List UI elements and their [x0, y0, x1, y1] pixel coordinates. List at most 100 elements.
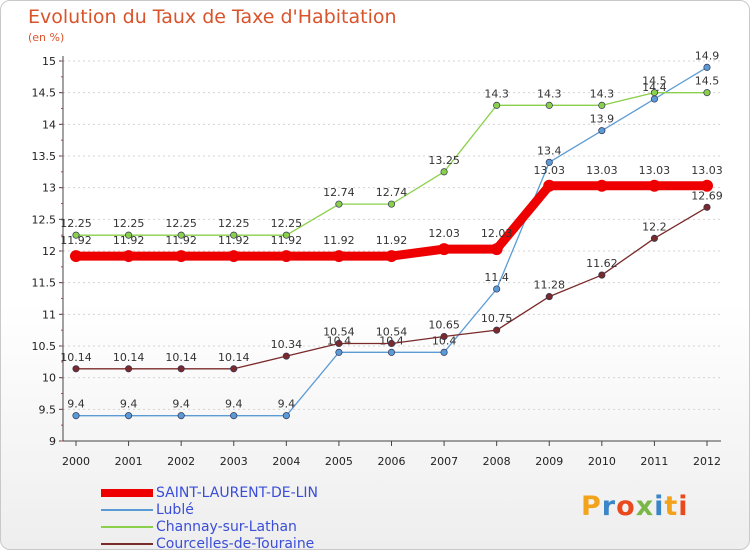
data-label: 10.14	[60, 351, 92, 364]
y-tick-label: 14	[42, 118, 56, 131]
y-tick-label: 9.5	[39, 403, 57, 416]
logo-letter: x	[635, 491, 655, 522]
data-point	[598, 127, 606, 135]
data-point	[125, 231, 133, 239]
logo-letter: P	[581, 491, 602, 522]
data-label: 13.9	[590, 113, 615, 126]
data-point	[177, 365, 185, 373]
y-tick-label: 11	[42, 308, 56, 321]
data-label: 12.25	[271, 217, 303, 230]
logo-letter: i	[678, 491, 689, 522]
data-point	[122, 250, 135, 263]
data-point	[440, 348, 448, 356]
x-tick-label: 2012	[693, 455, 721, 468]
data-point	[177, 412, 185, 420]
y-tick-label: 14.5	[32, 87, 57, 100]
data-label: 9.4	[225, 398, 243, 411]
data-label: 12.74	[376, 186, 408, 199]
data-label: 12.03	[428, 227, 460, 240]
data-label: 12.69	[691, 189, 723, 202]
x-tick-label: 2011	[640, 455, 668, 468]
x-tick-label: 2005	[325, 455, 353, 468]
data-point	[335, 200, 343, 208]
data-label: 12.25	[60, 217, 92, 230]
data-point	[177, 231, 185, 239]
data-point	[701, 179, 713, 192]
data-label: 11.92	[271, 234, 303, 247]
legend-label: Channay-sur-Lathan	[156, 519, 297, 535]
data-point	[230, 412, 238, 420]
legend-swatch	[101, 509, 153, 511]
x-tick-label: 2008	[483, 455, 511, 468]
data-label: 13.03	[534, 164, 566, 177]
x-tick-label: 2002	[167, 455, 195, 468]
y-tick-label: 13.5	[32, 150, 57, 163]
data-point	[282, 412, 290, 420]
data-label: 13.03	[691, 164, 723, 177]
data-point	[650, 95, 658, 103]
data-label: 14.4	[642, 81, 667, 94]
data-label: 9.4	[172, 398, 190, 411]
data-label: 10.34	[271, 338, 303, 351]
data-label: 12.2	[642, 220, 667, 233]
data-point	[493, 326, 501, 334]
data-point	[70, 250, 82, 263]
data-label: 14.5	[695, 75, 720, 88]
legend-label: SAINT-LAURENT-DE-LIN	[156, 485, 319, 501]
y-tick-label: 15	[42, 55, 56, 68]
data-point	[650, 89, 658, 97]
data-label: 10.14	[165, 351, 197, 364]
data-point	[282, 352, 290, 360]
legend-label: Lublé	[156, 502, 194, 518]
data-label: 11.92	[165, 234, 197, 247]
data-point	[493, 101, 501, 109]
data-label: 12.25	[218, 217, 250, 230]
data-label: 14.3	[590, 87, 615, 100]
x-tick-label: 2007	[430, 455, 458, 468]
data-point	[440, 168, 448, 176]
data-label: 9.4	[67, 398, 85, 411]
x-tick-label: 2006	[378, 455, 406, 468]
data-label: 13.03	[586, 164, 618, 177]
data-label: 13.4	[537, 144, 562, 157]
x-tick-label: 2000	[62, 455, 90, 468]
data-point	[230, 231, 238, 239]
data-point	[387, 348, 396, 356]
legend-swatch	[101, 543, 153, 545]
data-label: 13.03	[639, 164, 671, 177]
y-tick-label: 13	[42, 182, 56, 195]
data-label: 10.14	[113, 351, 145, 364]
x-tick-label: 2009	[535, 455, 563, 468]
y-tick-label: 12.5	[32, 213, 57, 226]
data-point	[280, 250, 293, 263]
y-tick-label: 10.5	[32, 340, 57, 353]
data-label: 12.25	[165, 217, 197, 230]
legend-swatch	[101, 489, 153, 497]
data-label: 14.3	[537, 87, 562, 100]
data-label: 11.92	[113, 234, 145, 247]
data-point	[125, 412, 133, 420]
data-label: 12.25	[113, 217, 145, 230]
data-label: 14.5	[642, 75, 667, 88]
data-point	[227, 250, 240, 263]
data-point	[440, 332, 448, 341]
data-label: 10.75	[481, 312, 513, 325]
data-point	[335, 348, 343, 356]
legend-label: Courcelles-de-Touraine	[156, 536, 315, 552]
data-point	[545, 101, 553, 109]
data-label: 14.3	[484, 87, 509, 100]
data-point	[72, 231, 80, 239]
data-point	[648, 179, 661, 192]
data-point	[545, 293, 553, 301]
data-point	[72, 412, 80, 420]
data-label: 9.4	[278, 398, 296, 411]
data-point	[335, 339, 343, 348]
data-point	[438, 243, 451, 256]
y-tick-label: 11.5	[32, 277, 57, 290]
data-label: 14.9	[695, 49, 720, 62]
data-point	[387, 339, 396, 348]
data-point	[545, 158, 553, 166]
logo-letter: i	[654, 491, 665, 522]
